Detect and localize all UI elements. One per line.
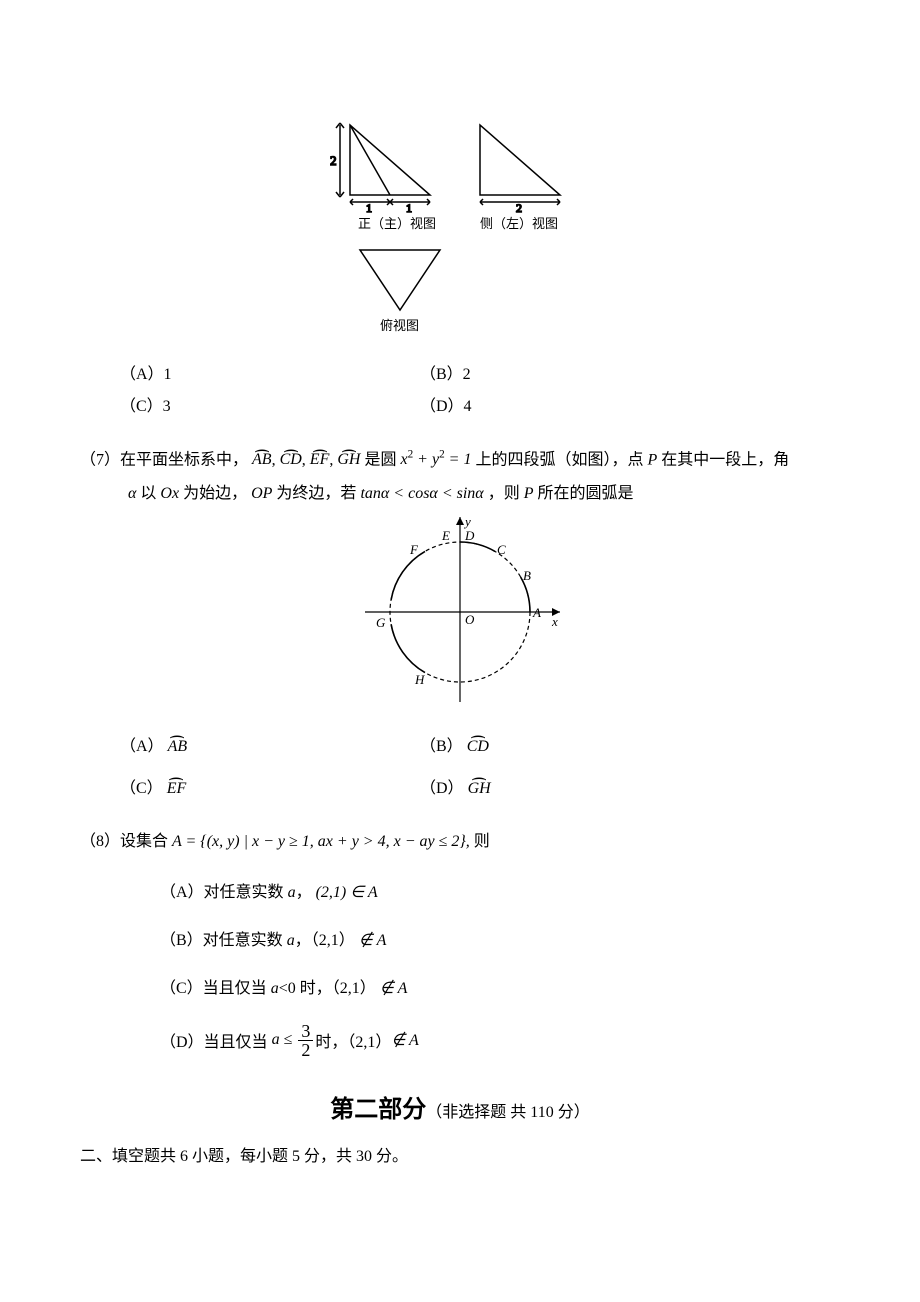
front-view-label: 正（主）视图: [358, 216, 436, 231]
q6-opt-c: （C）3: [120, 392, 420, 416]
q7-circle-figure: O x y A B C D E F G H: [80, 512, 840, 712]
svg-text:E: E: [441, 528, 450, 543]
q8-opt-a: （A）对任意实数 a， (2,1) ∈ A: [160, 878, 840, 902]
svg-text:2: 2: [330, 153, 337, 168]
svg-text:D: D: [464, 528, 475, 543]
q7-text: （7）在平面坐标系中， AB, CD, EF, GH 是圆 x2 + y2 = …: [80, 444, 840, 476]
q6-opt-d: （D）4: [420, 392, 472, 416]
q6-opt-b: （B）2: [420, 360, 471, 384]
svg-text:H: H: [414, 672, 425, 687]
svg-text:y: y: [463, 514, 471, 529]
svg-text:O: O: [465, 612, 475, 627]
q7-line2: α 以 Ox 为始边， OP 为终边，若 tanα < cosα < sinα …: [128, 476, 840, 511]
q7-options-row1: （A） AB （B） CD: [120, 732, 840, 756]
q6-options-row2: （C）3 （D）4: [120, 392, 840, 416]
q7-options-row2: （C） EF （D） GH: [120, 774, 840, 798]
svg-text:C: C: [497, 542, 506, 557]
section2-title: 二、填空题共 6 小题，每小题 5 分，共 30 分。: [80, 1142, 840, 1166]
q7-opt-d: （D） GH: [420, 774, 491, 798]
arc-cd: CD: [280, 444, 302, 476]
svg-text:1: 1: [406, 201, 412, 215]
q7-p: P: [647, 451, 657, 468]
alpha1: α: [128, 485, 136, 502]
q8-set: A = {(x, y) | x − y ≥ 1, ax + y > 4, x −…: [172, 833, 470, 850]
svg-text:2: 2: [516, 201, 522, 215]
side-view-label: 侧（左）视图: [480, 216, 558, 231]
q7-opt-c: （C） EF: [120, 774, 420, 798]
q7-mid: 是圆: [364, 451, 400, 468]
q8-text: （8）设集合 A = {(x, y) | x − y ≥ 1, ax + y >…: [80, 826, 840, 858]
frac-3-2: 3 2: [298, 1022, 313, 1059]
q8-opt-d: （D）当且仅当 a ≤ 3 2 时，（2,1） ∉ A: [160, 1022, 840, 1059]
svg-text:A: A: [532, 605, 541, 620]
arc-gh: GH: [337, 444, 360, 476]
q7-after-p: 在其中一段上，角: [661, 451, 789, 468]
top-view-label: 俯视图: [380, 318, 419, 333]
svg-text:F: F: [409, 542, 419, 557]
svg-text:x: x: [551, 614, 558, 629]
q7-opt-a: （A） AB: [120, 732, 420, 756]
q6-options-row1: （A）1 （B）2: [120, 360, 840, 384]
q7-eq: x2 + y2 = 1: [400, 451, 471, 468]
q7-prefix: （7）在平面坐标系中，: [80, 451, 248, 468]
q8-opt-b: （B）对任意实数 a，（2,1） ∉ A: [160, 926, 840, 950]
part2-title: 第二部分（非选择题 共 110 分）: [80, 1089, 840, 1124]
q7-after-eq: 上的四段弧（如图），点: [475, 451, 647, 468]
svg-text:B: B: [523, 568, 531, 583]
q7-opt-b: （B） CD: [420, 732, 489, 756]
q6-opt-a: （A）1: [120, 360, 420, 384]
svg-text:G: G: [376, 615, 386, 630]
svg-text:1: 1: [366, 201, 372, 215]
arc-ab: AB: [252, 444, 272, 476]
q6-three-view-figure: 2 1 1 正（主）视图 2 侧（左）视图 俯视图: [80, 120, 840, 340]
arc-ef: EF: [310, 444, 330, 476]
q8-opt-c: （C）当且仅当 a<0 时，（2,1） ∉ A: [160, 974, 840, 998]
